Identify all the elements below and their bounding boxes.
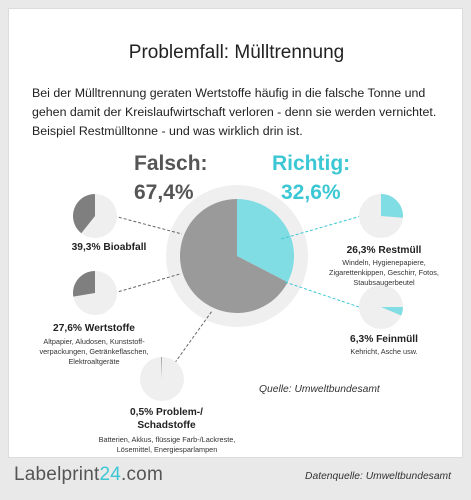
data-source: Datenquelle: Umweltbundesamt <box>305 471 451 482</box>
mini-pie-feinmuell-slice <box>381 307 403 316</box>
mini-pie-restmuell-slice <box>381 194 403 218</box>
mini-pie-bioabfall-slice <box>72 194 95 234</box>
brand-logo[interactable]: Labelprint24.com <box>14 464 163 486</box>
segment-label-bioabfall: 39,3% Bioabfall <box>71 242 147 253</box>
leader-line-feinmuell <box>284 281 360 308</box>
source-note: Quelle: Umweltbundesamt <box>259 384 380 395</box>
leader-line-bioabfall <box>113 215 183 235</box>
leader-line-wertstoffe <box>113 273 181 294</box>
leader-line-restmuell <box>280 215 362 240</box>
intro-text: Bei der Mülltrennung geraten Wertstoffe … <box>32 86 437 138</box>
infographic-card: Problemfall: Mülltrennung Bei der Mülltr… <box>8 8 463 458</box>
falsch-percent: 67,4% <box>134 181 194 204</box>
mini-pie-wertstoffe-slice <box>73 271 95 297</box>
page-title: Problemfall: Mülltrennung <box>128 42 345 63</box>
logo-domain: .com <box>121 464 163 485</box>
segment-label-feinmuell: 6,3% Feinmüll <box>350 334 418 345</box>
segment-desc-feinmuell: Kehricht, Asche usw. <box>350 347 418 356</box>
pie-slice-richtig <box>237 199 294 283</box>
richtig-percent: 32,6% <box>281 181 341 204</box>
mini-pie-schadstoffe-slice <box>161 357 162 379</box>
logo-number: 24 <box>99 464 121 485</box>
pie-chart-area <box>72 185 403 401</box>
leader-line-schadstoffe <box>168 310 213 372</box>
pie-slice-falsch <box>179 199 288 313</box>
falsch-label: Falsch: <box>134 152 208 175</box>
segment-label-schadstoffe: 0,5% Problem-/ Schadstoffe <box>129 407 204 431</box>
richtig-label: Richtig: <box>272 152 351 175</box>
logo-text: Labelprint <box>14 464 100 485</box>
segment-label-wertstoffe: 27,6% Wertstoffe <box>53 323 135 334</box>
segment-desc-wertstoffe: Altpapier, Aludosen, Kunststoff-verpacku… <box>39 337 149 366</box>
footer: Labelprint24.com Datenquelle: Umweltbund… <box>0 458 471 500</box>
segment-desc-schadstoffe: Batterien, Akkus, flüssige Farb-/Lackres… <box>98 435 236 454</box>
segment-desc-restmuell: Windeln, Hygienepapiere, Zigarettenkippe… <box>329 258 439 287</box>
segment-label-restmuell: 26,3% Restmüll <box>346 245 422 256</box>
